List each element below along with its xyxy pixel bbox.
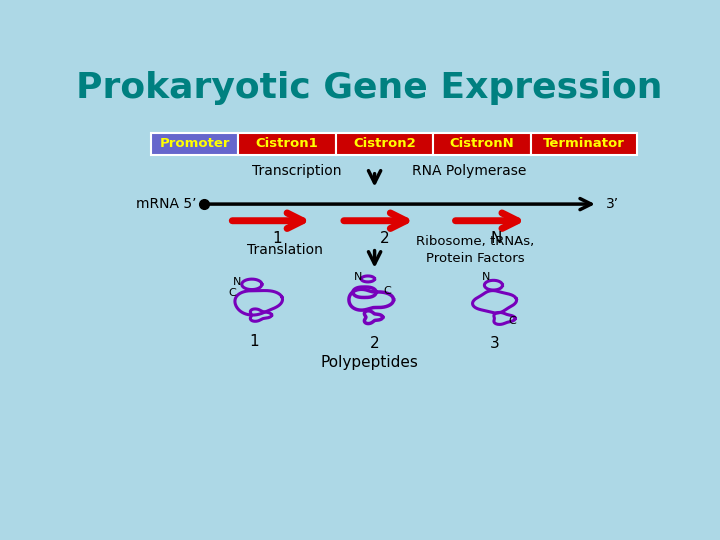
Text: CistronN: CistronN [449, 137, 514, 150]
Text: N: N [354, 272, 362, 282]
Text: C: C [508, 316, 516, 326]
FancyBboxPatch shape [336, 133, 433, 154]
FancyBboxPatch shape [238, 133, 336, 154]
Text: N: N [233, 277, 241, 287]
Text: 2: 2 [370, 336, 379, 351]
Text: 3: 3 [490, 336, 500, 351]
Text: 3’: 3’ [606, 197, 619, 211]
Text: Terminator: Terminator [543, 137, 625, 150]
Text: 1: 1 [250, 334, 259, 349]
Text: Cistron2: Cistron2 [353, 137, 415, 150]
Text: N: N [490, 231, 502, 246]
Text: Ribosome, tRNAs,
Protein Factors: Ribosome, tRNAs, Protein Factors [416, 235, 534, 265]
Text: Prokaryotic Gene Expression: Prokaryotic Gene Expression [76, 71, 662, 105]
FancyBboxPatch shape [531, 133, 637, 154]
Text: N: N [482, 272, 490, 282]
Text: C: C [383, 286, 391, 295]
Text: Promoter: Promoter [159, 137, 230, 150]
Text: mRNA 5’: mRNA 5’ [135, 197, 196, 211]
Text: 2: 2 [379, 231, 389, 246]
Text: 1: 1 [272, 231, 282, 246]
Text: Transcription: Transcription [252, 164, 341, 178]
FancyBboxPatch shape [151, 133, 238, 154]
Text: C: C [228, 288, 236, 299]
Text: Translation: Translation [248, 243, 323, 257]
Text: RNA Polymerase: RNA Polymerase [413, 164, 526, 178]
Text: Polypeptides: Polypeptides [320, 355, 418, 369]
FancyBboxPatch shape [433, 133, 531, 154]
Text: Cistron1: Cistron1 [256, 137, 318, 150]
